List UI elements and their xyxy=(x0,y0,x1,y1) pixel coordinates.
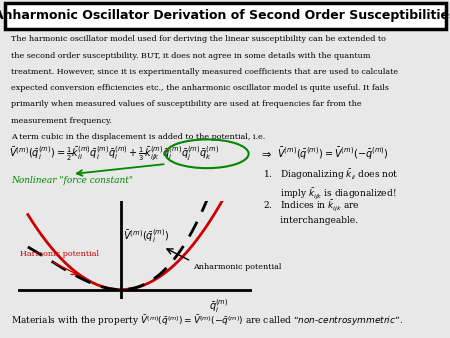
Text: $\bar{q}_i^{(m)}$: $\bar{q}_i^{(m)}$ xyxy=(209,297,229,315)
Text: $\bar{V}^{(m)}(\bar{q}_i^{(m)}) = \frac{1}{2}\bar{k}_{ii}^{(m)}\bar{q}_i^{(m)}\b: $\bar{V}^{(m)}(\bar{q}_i^{(m)}) = \frac{… xyxy=(9,145,219,163)
Text: 1.   Diagonalizing $\bar{k}_{ii}$ does not
      imply $\bar{k}_{ijk}$ is diagon: 1. Diagonalizing $\bar{k}_{ii}$ does not… xyxy=(263,167,399,201)
Text: $\bar{V}^{(m)}(\bar{q}_i^{(m)})$: $\bar{V}^{(m)}(\bar{q}_i^{(m)})$ xyxy=(123,227,169,245)
Text: expected conversion efficiencies etc., the anharmonic oscillator model is quite : expected conversion efficiencies etc., t… xyxy=(11,84,389,92)
Text: A term cubic in the displacement is added to the potential, i.e.: A term cubic in the displacement is adde… xyxy=(11,133,266,141)
Text: measurement frequency.: measurement frequency. xyxy=(11,117,112,125)
Text: $\bar{V}^{(m)}(\bar{q}^{(m)}) = \bar{V}^{(m)}(-\bar{q}^{(m)})$: $\bar{V}^{(m)}(\bar{q}^{(m)}) = \bar{V}^… xyxy=(277,146,388,162)
Text: Anharmonic Oscillator Derivation of Second Order Susceptibilities: Anharmonic Oscillator Derivation of Seco… xyxy=(0,9,450,22)
Text: The harmonic oscillator model used for deriving the linear susceptibility can be: The harmonic oscillator model used for d… xyxy=(11,35,386,44)
Text: Materials with the property $\bar{V}^{(m)}(\bar{q}^{(m)}) = \bar{V}^{(m)}(-\bar{: Materials with the property $\bar{V}^{(m… xyxy=(11,313,403,328)
FancyBboxPatch shape xyxy=(4,3,446,29)
Text: Nonlinear "force constant": Nonlinear "force constant" xyxy=(11,176,133,185)
Text: treatment. However, since it is experimentally measured coefficients that are us: treatment. However, since it is experime… xyxy=(11,68,398,76)
Text: Harmonic potential: Harmonic potential xyxy=(20,250,99,258)
Text: primarily when measured values of susceptibility are used at frequencies far fro: primarily when measured values of suscep… xyxy=(11,100,362,108)
Text: the second order susceptibility. BUT, it does not agree in some details with the: the second order susceptibility. BUT, it… xyxy=(11,52,371,60)
Text: $\Rightarrow$: $\Rightarrow$ xyxy=(259,149,272,159)
Text: 2.   Indices in $\bar{k}_{ijk}$ are
      interchangeable.: 2. Indices in $\bar{k}_{ijk}$ are interc… xyxy=(263,198,360,224)
Text: Anharmonic potential: Anharmonic potential xyxy=(194,263,282,271)
